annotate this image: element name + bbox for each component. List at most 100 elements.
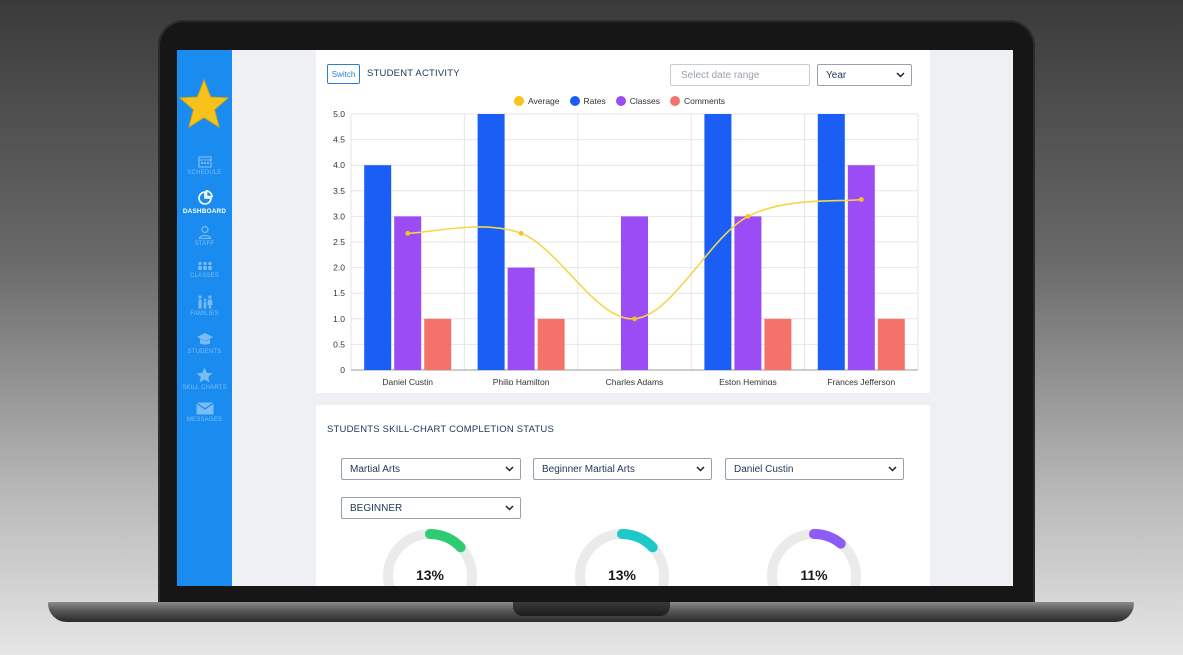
period-select[interactable]: Year xyxy=(817,64,912,86)
sidebar-item-label: FAMILIES xyxy=(190,311,219,317)
legend-label: Average xyxy=(528,96,560,106)
legend-item-classes[interactable]: Classes xyxy=(615,96,660,106)
x-tick-label: Philip Hamilton xyxy=(493,377,550,385)
donut-progress-arc xyxy=(575,529,669,586)
student-select[interactable]: Daniel Custin xyxy=(725,458,904,480)
app-screen: SCHEDULE DASHBOARD STAFF CLASSES xyxy=(177,50,1013,586)
date-range-input[interactable]: Select date range xyxy=(670,64,810,86)
y-tick-label: 4.0 xyxy=(333,160,345,170)
student-activity-chart: 0 0.5 1.0 1.5 2.0 2.5 3.0 3.5 4.0 4.5 5.0 Daniel Cu… xyxy=(333,109,919,385)
sidebar-item-classes[interactable]: CLASSES xyxy=(177,261,232,293)
student-activity-title: STUDENT ACTIVITY xyxy=(367,68,460,79)
donut-percent: 13% xyxy=(607,567,637,583)
completion-donut: 11% xyxy=(764,526,864,586)
average-point xyxy=(858,197,864,202)
donut-ring xyxy=(575,529,669,586)
chevron-down-icon xyxy=(896,72,905,78)
sidebar-item-staff[interactable]: STAFF xyxy=(177,225,232,257)
sidebar-item-label: SKILL CHARTS xyxy=(182,385,227,391)
donut-ring xyxy=(383,529,477,586)
skill-chart-select-value: Beginner Martial Arts xyxy=(542,464,635,475)
sidebar-item-skill-charts[interactable]: SKILL CHARTS xyxy=(177,367,232,399)
group-icon xyxy=(197,261,212,270)
completion-donut: 13% xyxy=(380,526,480,586)
average-point xyxy=(518,230,524,236)
bar-classes xyxy=(734,216,762,370)
legend-swatch xyxy=(615,96,626,106)
chart-legend: Average Rates Classes Comments xyxy=(514,96,725,106)
sidebar: SCHEDULE DASHBOARD STAFF CLASSES xyxy=(177,50,232,586)
legend-item-average[interactable]: Average xyxy=(514,96,560,106)
legend-label: Comments xyxy=(683,96,726,106)
bar-rates xyxy=(477,114,505,370)
y-tick-label: 1.0 xyxy=(333,314,345,324)
sidebar-item-label: STUDENTS xyxy=(187,349,222,355)
program-select[interactable]: Martial Arts xyxy=(341,458,521,480)
graduation-cap-icon xyxy=(196,333,213,345)
skill-chart-select[interactable]: Beginner Martial Arts xyxy=(533,458,712,480)
skill-completion-card: STUDENTS SKILL-CHART COMPLETION STATUS M… xyxy=(316,405,930,586)
donut-percent: 11% xyxy=(800,567,828,583)
family-icon xyxy=(197,295,212,309)
program-select-value: Martial Arts xyxy=(350,464,401,475)
bar-classes xyxy=(394,216,422,370)
legend-swatch xyxy=(569,96,580,106)
y-tick-label: 0.5 xyxy=(333,339,345,349)
chevron-down-icon xyxy=(505,466,514,472)
average-point xyxy=(632,316,637,322)
envelope-icon xyxy=(195,402,214,415)
bar-comments xyxy=(537,318,565,370)
sidebar-item-students[interactable]: STUDENTS xyxy=(177,332,232,364)
average-point xyxy=(405,230,411,236)
y-tick-label: 5.0 xyxy=(333,109,345,119)
sidebar-item-label: STAFF xyxy=(194,241,215,247)
skill-completion-title: STUDENTS SKILL-CHART COMPLETION STATUS xyxy=(327,424,555,435)
bar-comments xyxy=(877,318,905,370)
donut-progress-arc xyxy=(383,529,477,586)
laptop-notch xyxy=(513,602,670,616)
sidebar-item-messages[interactable]: MESSAGES xyxy=(177,402,232,434)
y-tick-label: 2.5 xyxy=(333,237,345,247)
bar-rates xyxy=(817,114,845,370)
legend-swatch xyxy=(514,96,524,106)
x-tick-label: Frances Jefferson xyxy=(827,377,895,385)
chevron-down-icon xyxy=(888,466,897,472)
legend-item-comments[interactable]: Comments xyxy=(669,96,726,106)
y-tick-label: 4.5 xyxy=(333,135,345,145)
sidebar-item-label: CLASSES xyxy=(189,273,220,279)
period-select-value: Year xyxy=(826,70,847,81)
star-icon xyxy=(196,367,213,383)
chevron-down-icon xyxy=(696,466,705,472)
bar-comments xyxy=(764,318,792,370)
x-tick-label: Eston Hemings xyxy=(719,377,777,385)
completion-donut: 13% xyxy=(572,526,672,586)
chevron-down-icon xyxy=(505,505,514,511)
y-tick-label: 0 xyxy=(340,365,345,375)
y-tick-label: 1.5 xyxy=(333,288,345,298)
sidebar-item-label: MESSAGES xyxy=(186,417,223,423)
y-tick-label: 3.5 xyxy=(333,186,345,196)
student-select-value: Daniel Custin xyxy=(734,464,794,475)
bar-classes xyxy=(847,165,875,370)
bar-comments xyxy=(424,318,452,370)
donut-percent: 13% xyxy=(415,567,445,583)
x-tick-label: Daniel Custin xyxy=(382,377,433,385)
student-activity-card: Switch STUDENT ACTIVITY Select date rang… xyxy=(316,50,930,393)
bar-rates xyxy=(364,165,392,370)
switch-button[interactable]: Switch xyxy=(327,64,360,84)
legend-label: Rates xyxy=(583,96,606,106)
person-icon xyxy=(198,225,211,239)
bar-classes xyxy=(621,216,648,370)
sidebar-item-label: SCHEDULE xyxy=(187,170,222,176)
legend-label: Classes xyxy=(629,96,660,106)
sidebar-item-dashboard[interactable]: DASHBOARD xyxy=(177,190,232,222)
bar-classes xyxy=(507,267,535,370)
sidebar-item-label: DASHBOARD xyxy=(182,208,227,215)
level-select-value: BEGINNER xyxy=(350,503,403,514)
legend-item-rates[interactable]: Rates xyxy=(569,96,606,106)
level-select[interactable]: BEGINNER xyxy=(341,497,521,519)
sidebar-item-schedule[interactable]: SCHEDULE xyxy=(177,155,232,187)
legend-swatch xyxy=(669,96,680,106)
sidebar-item-families[interactable]: FAMILIES xyxy=(177,295,232,327)
y-tick-label: 3.0 xyxy=(333,211,345,221)
